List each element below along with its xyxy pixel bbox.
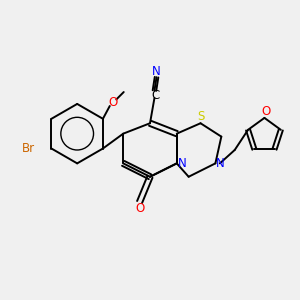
Text: N: N	[216, 157, 225, 170]
Text: N: N	[178, 157, 187, 170]
Text: O: O	[261, 105, 271, 118]
Text: S: S	[197, 110, 204, 123]
Text: Br: Br	[22, 142, 35, 155]
Text: C: C	[152, 88, 160, 101]
Text: O: O	[135, 202, 144, 215]
Text: O: O	[109, 96, 118, 109]
Text: N: N	[152, 65, 161, 78]
